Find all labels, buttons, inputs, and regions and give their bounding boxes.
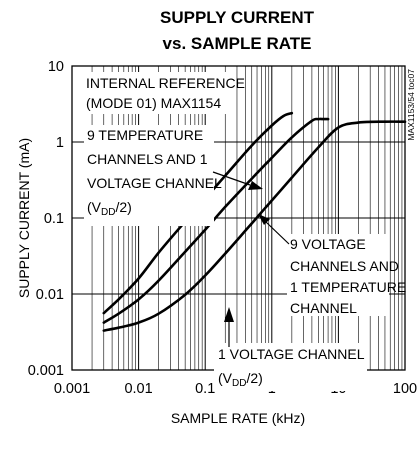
y-tick-labels: 0.001 0.01 0.1 1 10 (28, 59, 64, 379)
annotation-series1-line1: 9 TEMPERATURE (87, 127, 203, 143)
annotation-condition-line2: (MODE 01) MAX1154 (86, 95, 221, 111)
annotation-series2-line1: 9 VOLTAGE (290, 236, 366, 252)
annotation-series3-line1: 1 VOLTAGE CHANNEL (218, 346, 365, 362)
annotation-series2-line2: CHANNELS AND (290, 258, 399, 274)
annotation-series1-arrow (212, 171, 251, 186)
series-line-nine_volt_one_temp (102, 117, 330, 324)
annotation-series2-arrowhead (258, 214, 270, 225)
annotation-series1-arrowhead (248, 181, 263, 190)
y-tick-label: 0.01 (36, 287, 64, 303)
annotation-series2-line3: 1 TEMPERATURE (290, 279, 406, 295)
y-tick-label: 1 (56, 135, 64, 151)
y-axis-label: SUPPLY CURRENT (mA) (16, 138, 32, 298)
x-tick-label: 0.01 (124, 381, 152, 397)
annotation-series1-line4: (VDD/2) (87, 199, 132, 218)
y-tick-label: 10 (48, 59, 64, 75)
y-tick-label: 0.001 (28, 363, 64, 379)
x-tick-label: 100 (393, 381, 417, 397)
annotation-condition-line1: INTERNAL REFERENCE (86, 75, 245, 91)
annotation-series2-arrow (265, 221, 290, 245)
chart-title: SUPPLY CURRENT (160, 8, 315, 27)
annotation-series3-line2: (VDD/2) (218, 370, 263, 389)
y-tick-label: 0.1 (44, 211, 64, 227)
x-tick-label: 0.1 (195, 381, 215, 397)
x-axis-label: SAMPLE RATE (kHz) (171, 410, 305, 426)
series-line-one_volt (102, 120, 407, 332)
annotation-series2-line4: CHANNEL (290, 300, 357, 316)
chart-subtitle: vs. SAMPLE RATE (163, 34, 312, 53)
annotation-series3-arrowhead (224, 307, 234, 322)
annotation-series1-line2: CHANNELS AND 1 (87, 151, 208, 167)
figure-code: MAX1153/54 toc07 (406, 69, 416, 141)
annotation-series1-line3: VOLTAGE CHANNEL (87, 175, 222, 191)
x-tick-label: 0.001 (54, 381, 90, 397)
